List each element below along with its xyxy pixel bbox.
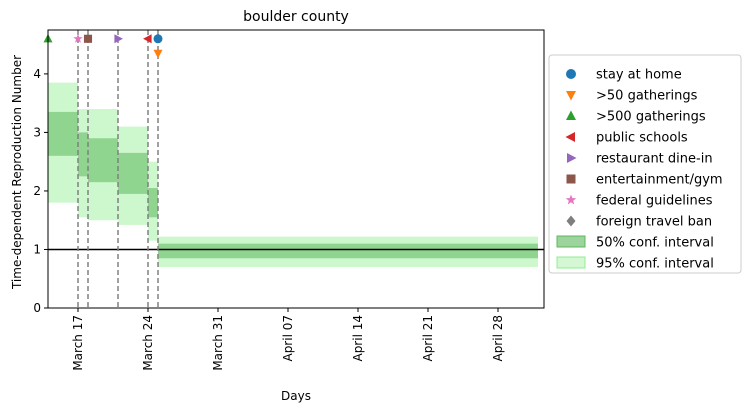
plot-area: 0 1 2 3 4 March 17 March 24 March 31 April 07 Apr… <box>33 29 545 371</box>
y-tick-label-2: 2 <box>33 184 41 198</box>
legend-marker-5 <box>566 174 576 184</box>
ci50-band-2 <box>88 138 118 183</box>
legend-label-8: 50% conf. interval <box>596 236 714 251</box>
ci50-band-4 <box>148 188 158 218</box>
axes-frame <box>47 29 545 309</box>
legend-marker-2 <box>566 110 576 120</box>
legend-label-6: federal guidelines <box>596 194 713 209</box>
y-tick-label-0: 0 <box>33 301 41 315</box>
legend-label-1: >50 gatherings <box>596 89 698 104</box>
legend: stay at home >50 gatherings >500 gathering… <box>548 54 742 274</box>
legend-marker-6 <box>565 194 577 205</box>
legend-marker-0 <box>566 69 576 79</box>
legend-label-5: entertainment/gym <box>596 173 723 188</box>
y-tick-label-3: 3 <box>33 125 41 139</box>
chart-title: boulder county <box>243 9 349 25</box>
legend-label-0: stay at home <box>596 68 682 83</box>
x-axis-label: Days <box>281 389 311 403</box>
intervention-marker-3 <box>143 34 152 44</box>
ci50-band-0 <box>48 111 78 156</box>
legend-label-7: foreign travel ban <box>596 215 712 230</box>
x-tick-label-3: April 07 <box>281 315 295 362</box>
legend-marker-1 <box>566 91 576 101</box>
ci50-band-1 <box>78 132 88 177</box>
x-tick-label-2: March 31 <box>211 315 225 371</box>
y-tick-label-4: 4 <box>33 67 41 81</box>
plot-content <box>48 30 544 308</box>
y-tick-label-1: 1 <box>33 242 41 256</box>
legend-label-2: >500 gatherings <box>596 110 706 125</box>
x-tick-label-0: March 17 <box>71 315 85 371</box>
intervention-marker-1 <box>153 49 163 59</box>
x-tick-label-1: March 24 <box>141 315 155 371</box>
intervention-marker-0 <box>153 34 163 44</box>
legend-patch-8 <box>556 235 586 248</box>
ci50-band-3 <box>118 152 148 194</box>
legend-label-3: public schools <box>596 131 688 146</box>
legend-marker-4 <box>567 153 577 163</box>
y-axis-label: Time-dependent Reproduction Number <box>10 55 24 290</box>
legend-label-9: 95% conf. interval <box>596 257 714 272</box>
legend-label-4: restaurant dine-in <box>596 152 713 167</box>
x-tick-label-5: April 21 <box>421 315 435 362</box>
x-tick-label-6: April 28 <box>491 315 505 362</box>
legend-patch-9 <box>556 256 586 269</box>
x-tick-label-4: April 14 <box>351 315 365 362</box>
intervention-marker-5 <box>83 34 93 43</box>
intervention-marker-6 <box>73 33 83 43</box>
legend-marker-3 <box>565 132 575 142</box>
ci50-band-5 <box>158 243 538 259</box>
legend-box <box>548 54 742 274</box>
legend-marker-7 <box>566 215 576 227</box>
intervention-marker-4 <box>114 34 123 44</box>
